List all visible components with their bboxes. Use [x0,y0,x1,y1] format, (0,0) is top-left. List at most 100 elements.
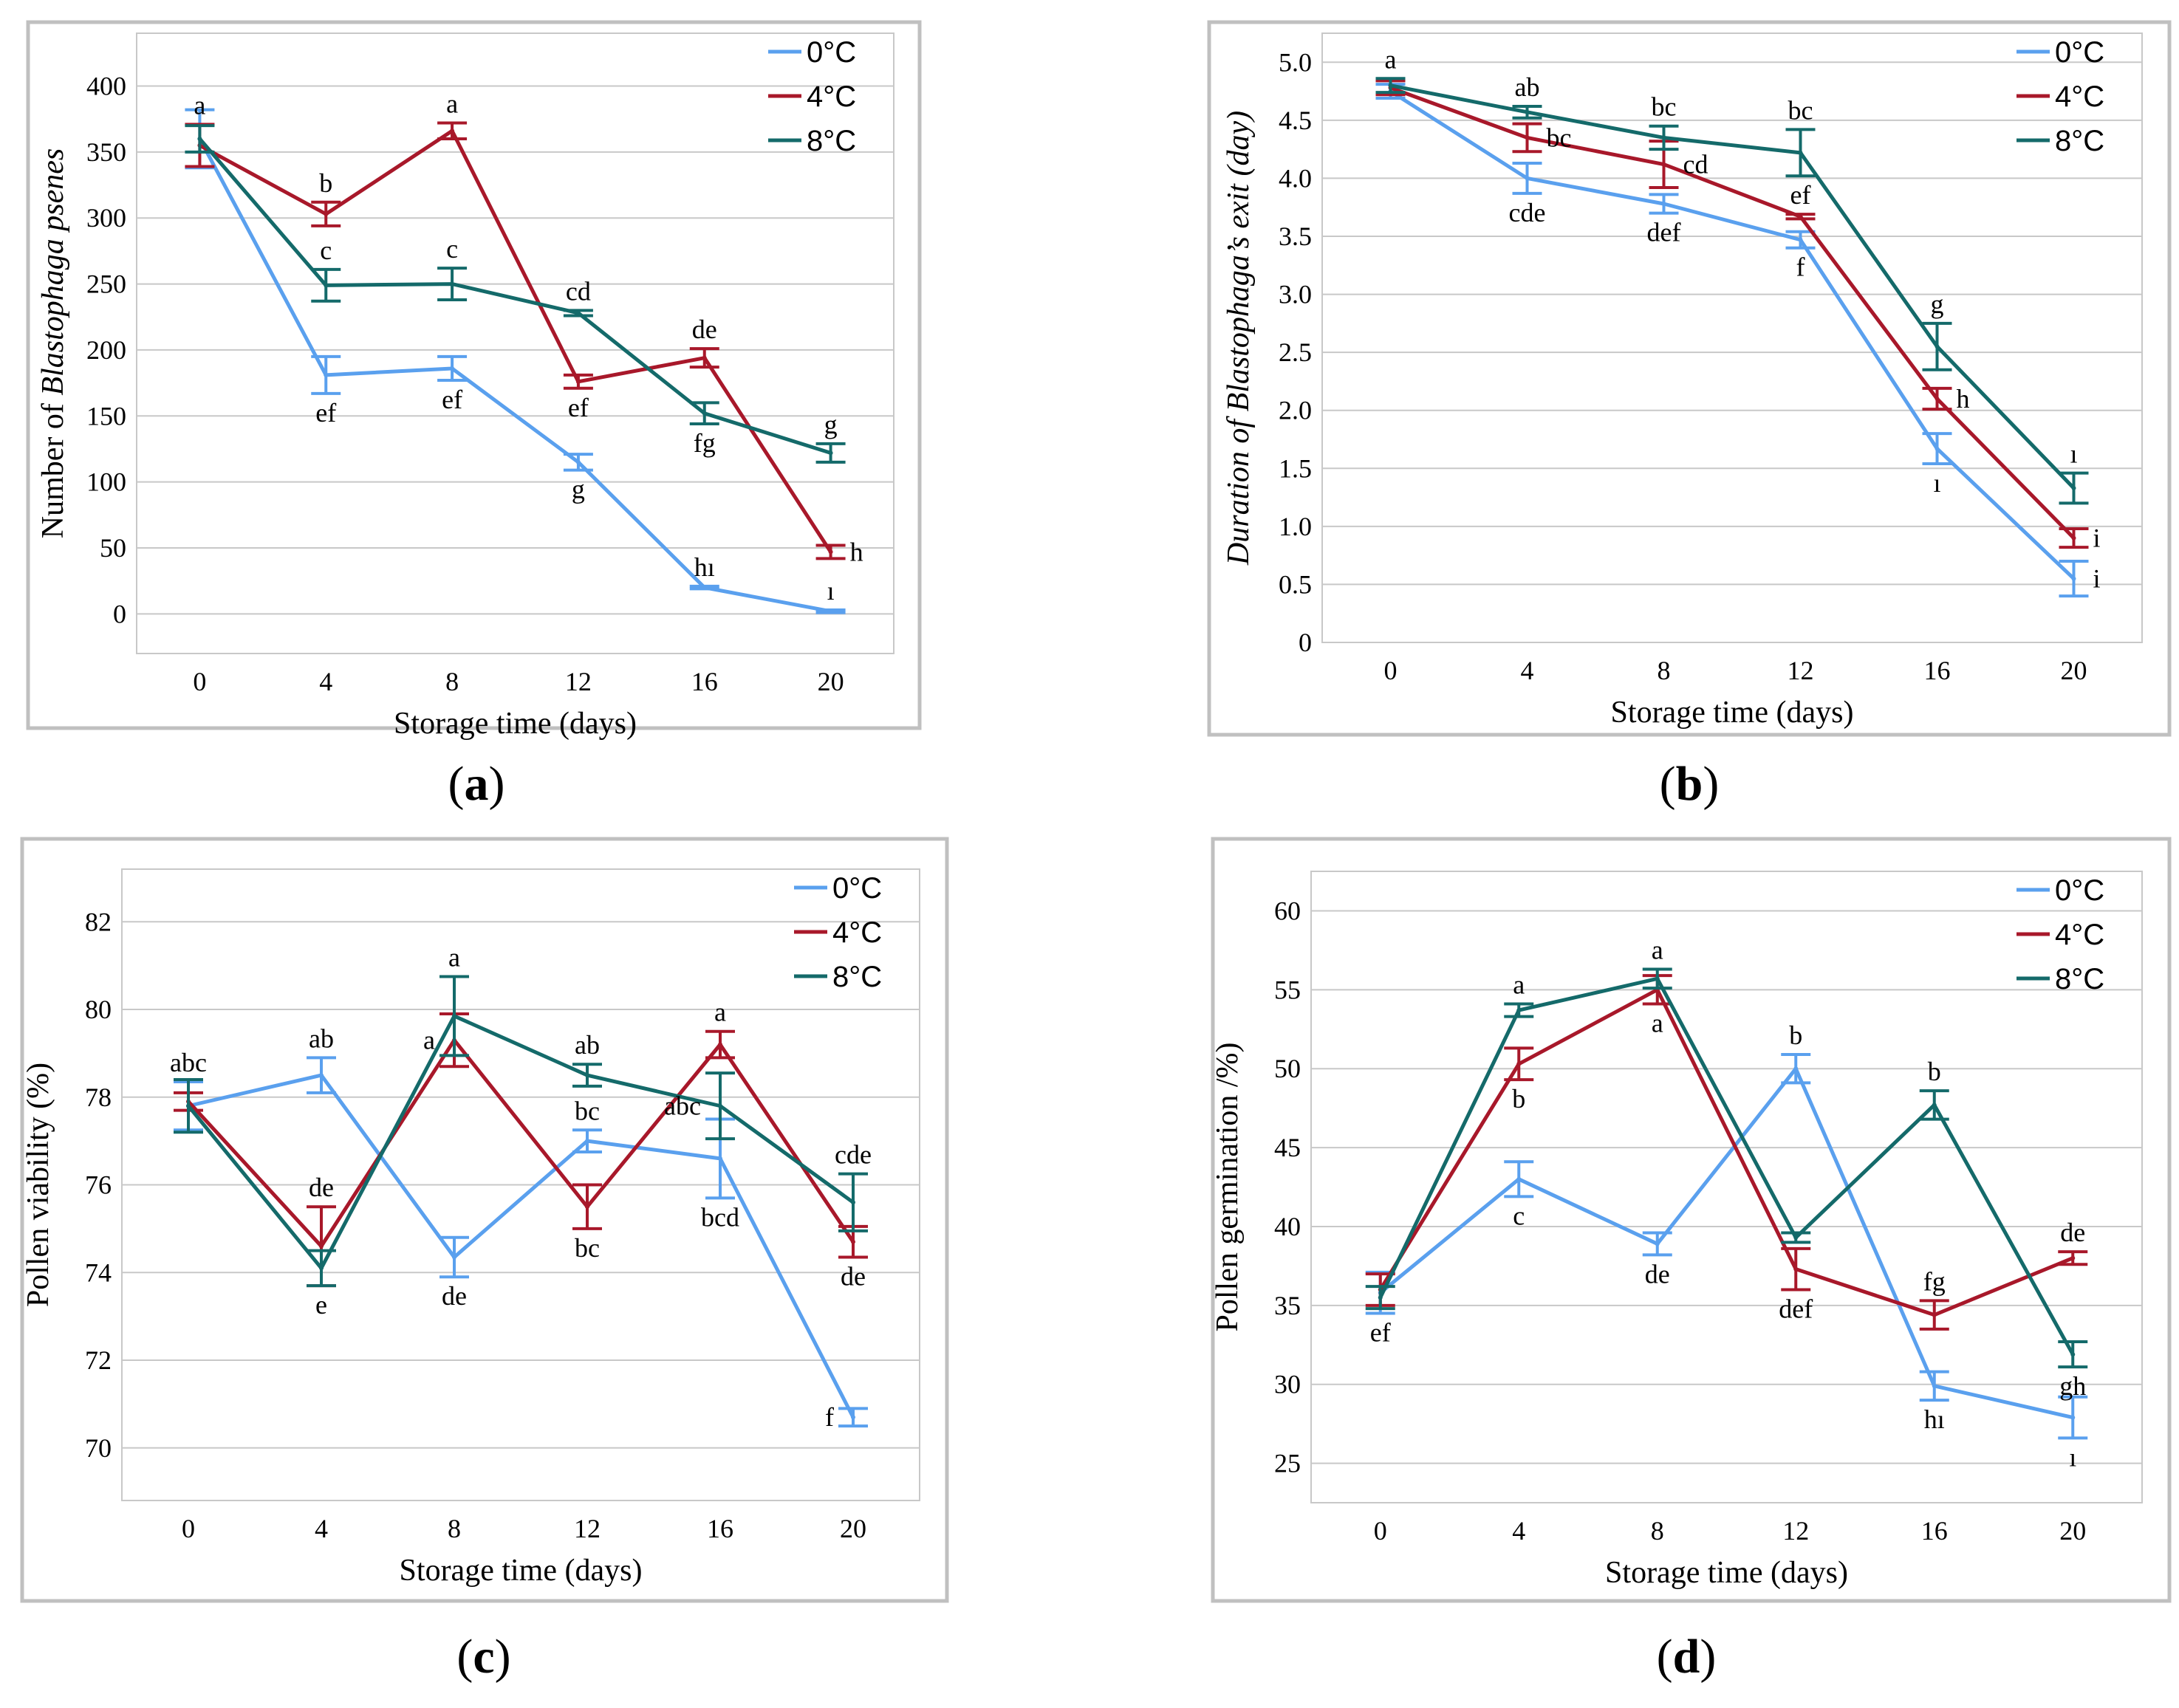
legend-label: 0°C [807,36,856,69]
series-line [1389,89,2076,580]
data-point [2070,1415,2076,1420]
x-tick-label: 12 [565,667,592,696]
data-point [702,355,707,360]
y-tick-label: 0.5 [1279,569,1312,599]
y-tick-label: 45 [1274,1133,1301,1162]
y-axis-title: Pollen germination /%) [1211,1043,1245,1332]
legend-label: 8°C [807,125,856,157]
data-point [452,1013,456,1018]
significance-letter: ab [309,1023,334,1053]
chart-frame [1211,837,2172,1603]
y-tick-label: 30 [1274,1370,1301,1399]
data-point [452,1255,456,1260]
significance-letter: ef [1790,180,1811,210]
data-point [718,1042,722,1047]
x-axis-title: Storage time (days) [1605,1556,1848,1590]
data-point [1525,109,1530,114]
data-point [1661,162,1666,167]
significance-letter: de [692,315,717,344]
y-tick-label: 4.5 [1279,106,1312,135]
significance-letter: ef [1370,1318,1391,1348]
significance-letter: bc [575,1096,600,1125]
data-point [319,1266,324,1271]
data-point [828,450,833,456]
data-point [575,459,581,464]
significance-letter: a [1513,970,1525,1000]
y-tick-label: 1.0 [1279,512,1312,541]
significance-letter: ef [568,393,589,422]
data-point [702,411,707,416]
panel-caption: (c) [456,1630,510,1684]
significance-letter: de [2060,1218,2085,1247]
x-tick-label: 8 [445,667,459,696]
x-tick-label: 8 [1651,1516,1664,1546]
y-tick-label: 82 [85,907,112,936]
y-tick-label: 350 [86,137,126,167]
significance-letter: cd [566,276,591,306]
significance-letter: abc [170,1048,207,1077]
y-tick-label: 70 [85,1433,112,1463]
x-tick-label: 0 [1374,1516,1387,1546]
significance-letter: h [850,537,863,566]
x-axis-title: Storage time (days) [394,707,637,741]
significance-letter: ı [2070,439,2077,469]
y-tick-label: 25 [1274,1449,1301,1478]
y-axis-title: Duration of Blastophaga’s exit (day) [1222,111,1256,566]
series-line [198,137,832,455]
significance-letter: g [572,475,585,504]
y-tick-label: 2.5 [1279,337,1312,367]
significance-letter: cde [835,1140,872,1170]
significance-letter: ı [2069,1442,2076,1472]
y-tick-label: 1.5 [1279,453,1312,483]
series-line [1390,83,2076,490]
y-tick-label: 100 [86,467,126,497]
data-point [1798,150,1803,155]
series-line [1379,1066,2073,1420]
data-point [1516,1176,1522,1181]
significance-letter: f [1796,253,1805,282]
significance-letter: abc [664,1091,701,1121]
x-tick-label: 20 [2059,1516,2086,1546]
data-point [718,1156,722,1161]
data-point [1932,1312,1937,1317]
legend-label: 4°C [832,916,882,949]
legend-label: 0°C [2055,874,2104,907]
significance-letter: i [2093,524,2101,553]
significance-letter: ab [1515,72,1540,102]
data-point [197,136,202,141]
data-point [1932,1102,1937,1108]
significance-letter: e [315,1290,327,1320]
legend-label: 0°C [2055,36,2104,69]
data-point [450,128,455,134]
significance-letter: a [714,998,726,1027]
significance-letter: de [841,1261,866,1291]
significance-letter: ef [442,385,462,414]
significance-letter: c [320,236,332,265]
significance-letter: a [1652,1009,1663,1038]
chart-frame [1207,20,2172,737]
y-tick-label: 78 [85,1083,112,1112]
x-tick-label: 16 [1921,1516,1948,1546]
y-tick-label: 5.0 [1279,47,1312,77]
data-point [1655,976,1660,981]
y-tick-label: 0 [1299,628,1312,657]
plot-area-border [1310,871,2143,1503]
data-point [1793,1235,1799,1240]
x-tick-label: 8 [1658,656,1671,685]
significance-letter: c [446,234,458,264]
legend-label: 4°C [2055,919,2104,951]
data-point [324,211,329,216]
data-point [1378,1295,1383,1300]
significance-letter: hı [694,552,715,582]
y-tick-label: 55 [1274,975,1301,1004]
data-point [186,1103,191,1108]
x-tick-label: 16 [691,667,718,696]
x-tick-label: 12 [1788,656,1814,685]
series-8C: c c cd fg g [185,124,846,464]
plot-area-border [121,868,920,1501]
significance-letter: def [1779,1294,1813,1323]
y-tick-label: 74 [85,1258,112,1287]
significance-letter: hı [1924,1405,1945,1434]
significance-letter: cde [1509,198,1546,227]
series-line [187,1014,855,1270]
